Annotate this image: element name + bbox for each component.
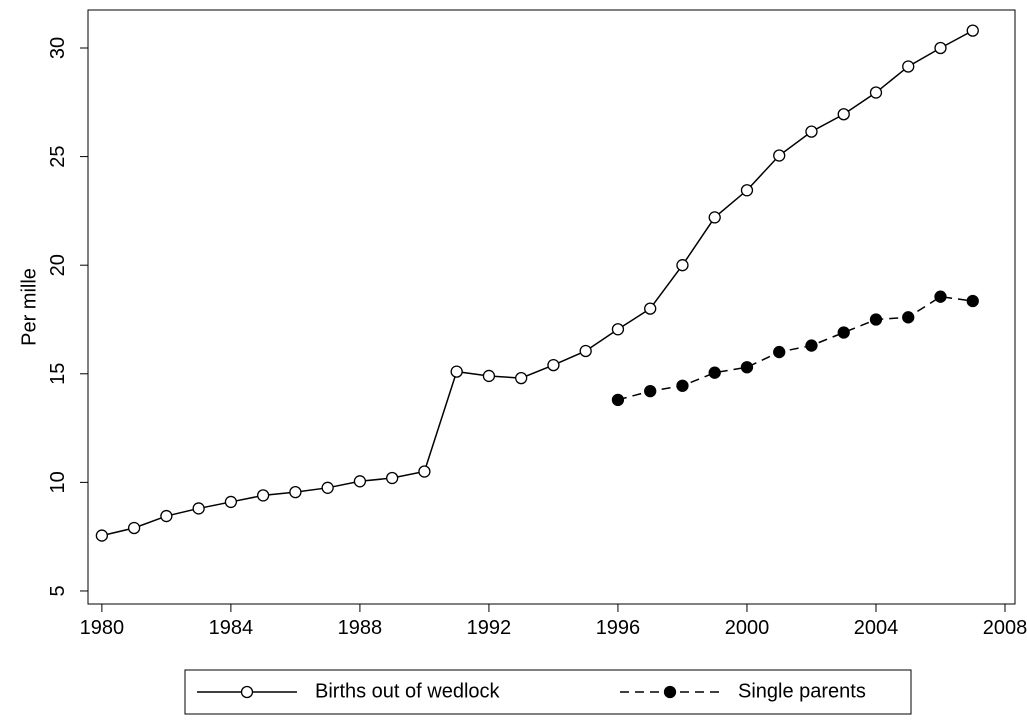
data-point [95, 529, 109, 542]
data-point [224, 495, 238, 509]
legend-marker [663, 685, 677, 699]
data-point [934, 290, 947, 303]
data-point [805, 125, 818, 138]
data-point [966, 24, 979, 37]
legend-marker [240, 685, 254, 699]
data-point [740, 361, 754, 374]
data-point [902, 60, 915, 73]
data-point [321, 481, 334, 494]
series-line [617, 295, 973, 401]
data-point [966, 294, 979, 308]
data-point [386, 471, 399, 485]
data-point [934, 41, 947, 55]
data-point [160, 509, 173, 523]
data-point [644, 302, 657, 315]
series-line [101, 29, 974, 537]
data-point [773, 345, 786, 359]
data-point [676, 379, 689, 392]
data-point [579, 344, 592, 358]
data-point [902, 311, 915, 324]
y-tick-label: 30 [47, 37, 69, 59]
data-point [837, 108, 850, 121]
data-point [192, 502, 205, 515]
data-point [708, 211, 721, 224]
x-tick-label: 1984 [209, 617, 254, 639]
x-tick-label: 1992 [467, 617, 512, 639]
data-point [256, 489, 270, 502]
data-point [611, 393, 625, 406]
data-point [289, 485, 302, 499]
data-point [676, 259, 689, 272]
data-point [547, 358, 560, 372]
y-tick-label: 5 [47, 585, 69, 596]
y-tick-label: 10 [47, 471, 69, 493]
data-point [611, 323, 625, 336]
y-axis-label: Per mille [18, 268, 40, 346]
legend-label: Births out of wedlock [315, 680, 501, 702]
data-point [127, 521, 141, 535]
data-point [418, 465, 431, 478]
data-point [644, 385, 657, 398]
plot-frame [87, 9, 1016, 605]
data-point [740, 184, 754, 197]
x-tick-label: 2008 [983, 617, 1027, 639]
y-tick-label: 25 [47, 145, 69, 167]
data-point [515, 371, 528, 385]
legend-label: Single parents [738, 680, 866, 702]
data-point [869, 86, 883, 99]
data-point [450, 365, 463, 378]
data-point [482, 369, 496, 383]
x-tick-label: 1980 [80, 617, 125, 639]
x-tick-label: 1988 [338, 617, 383, 639]
x-tick-label: 2000 [725, 617, 770, 639]
data-point [773, 149, 786, 162]
x-tick-label: 1996 [596, 617, 641, 639]
data-point [837, 326, 850, 339]
x-tick-label: 2004 [854, 617, 899, 639]
data-point [805, 339, 818, 352]
data-point [353, 475, 367, 488]
legend-box [184, 669, 912, 715]
y-tick-label: 15 [47, 363, 69, 385]
data-point [708, 366, 721, 379]
data-point [869, 313, 883, 326]
y-tick-label: 20 [47, 254, 69, 276]
